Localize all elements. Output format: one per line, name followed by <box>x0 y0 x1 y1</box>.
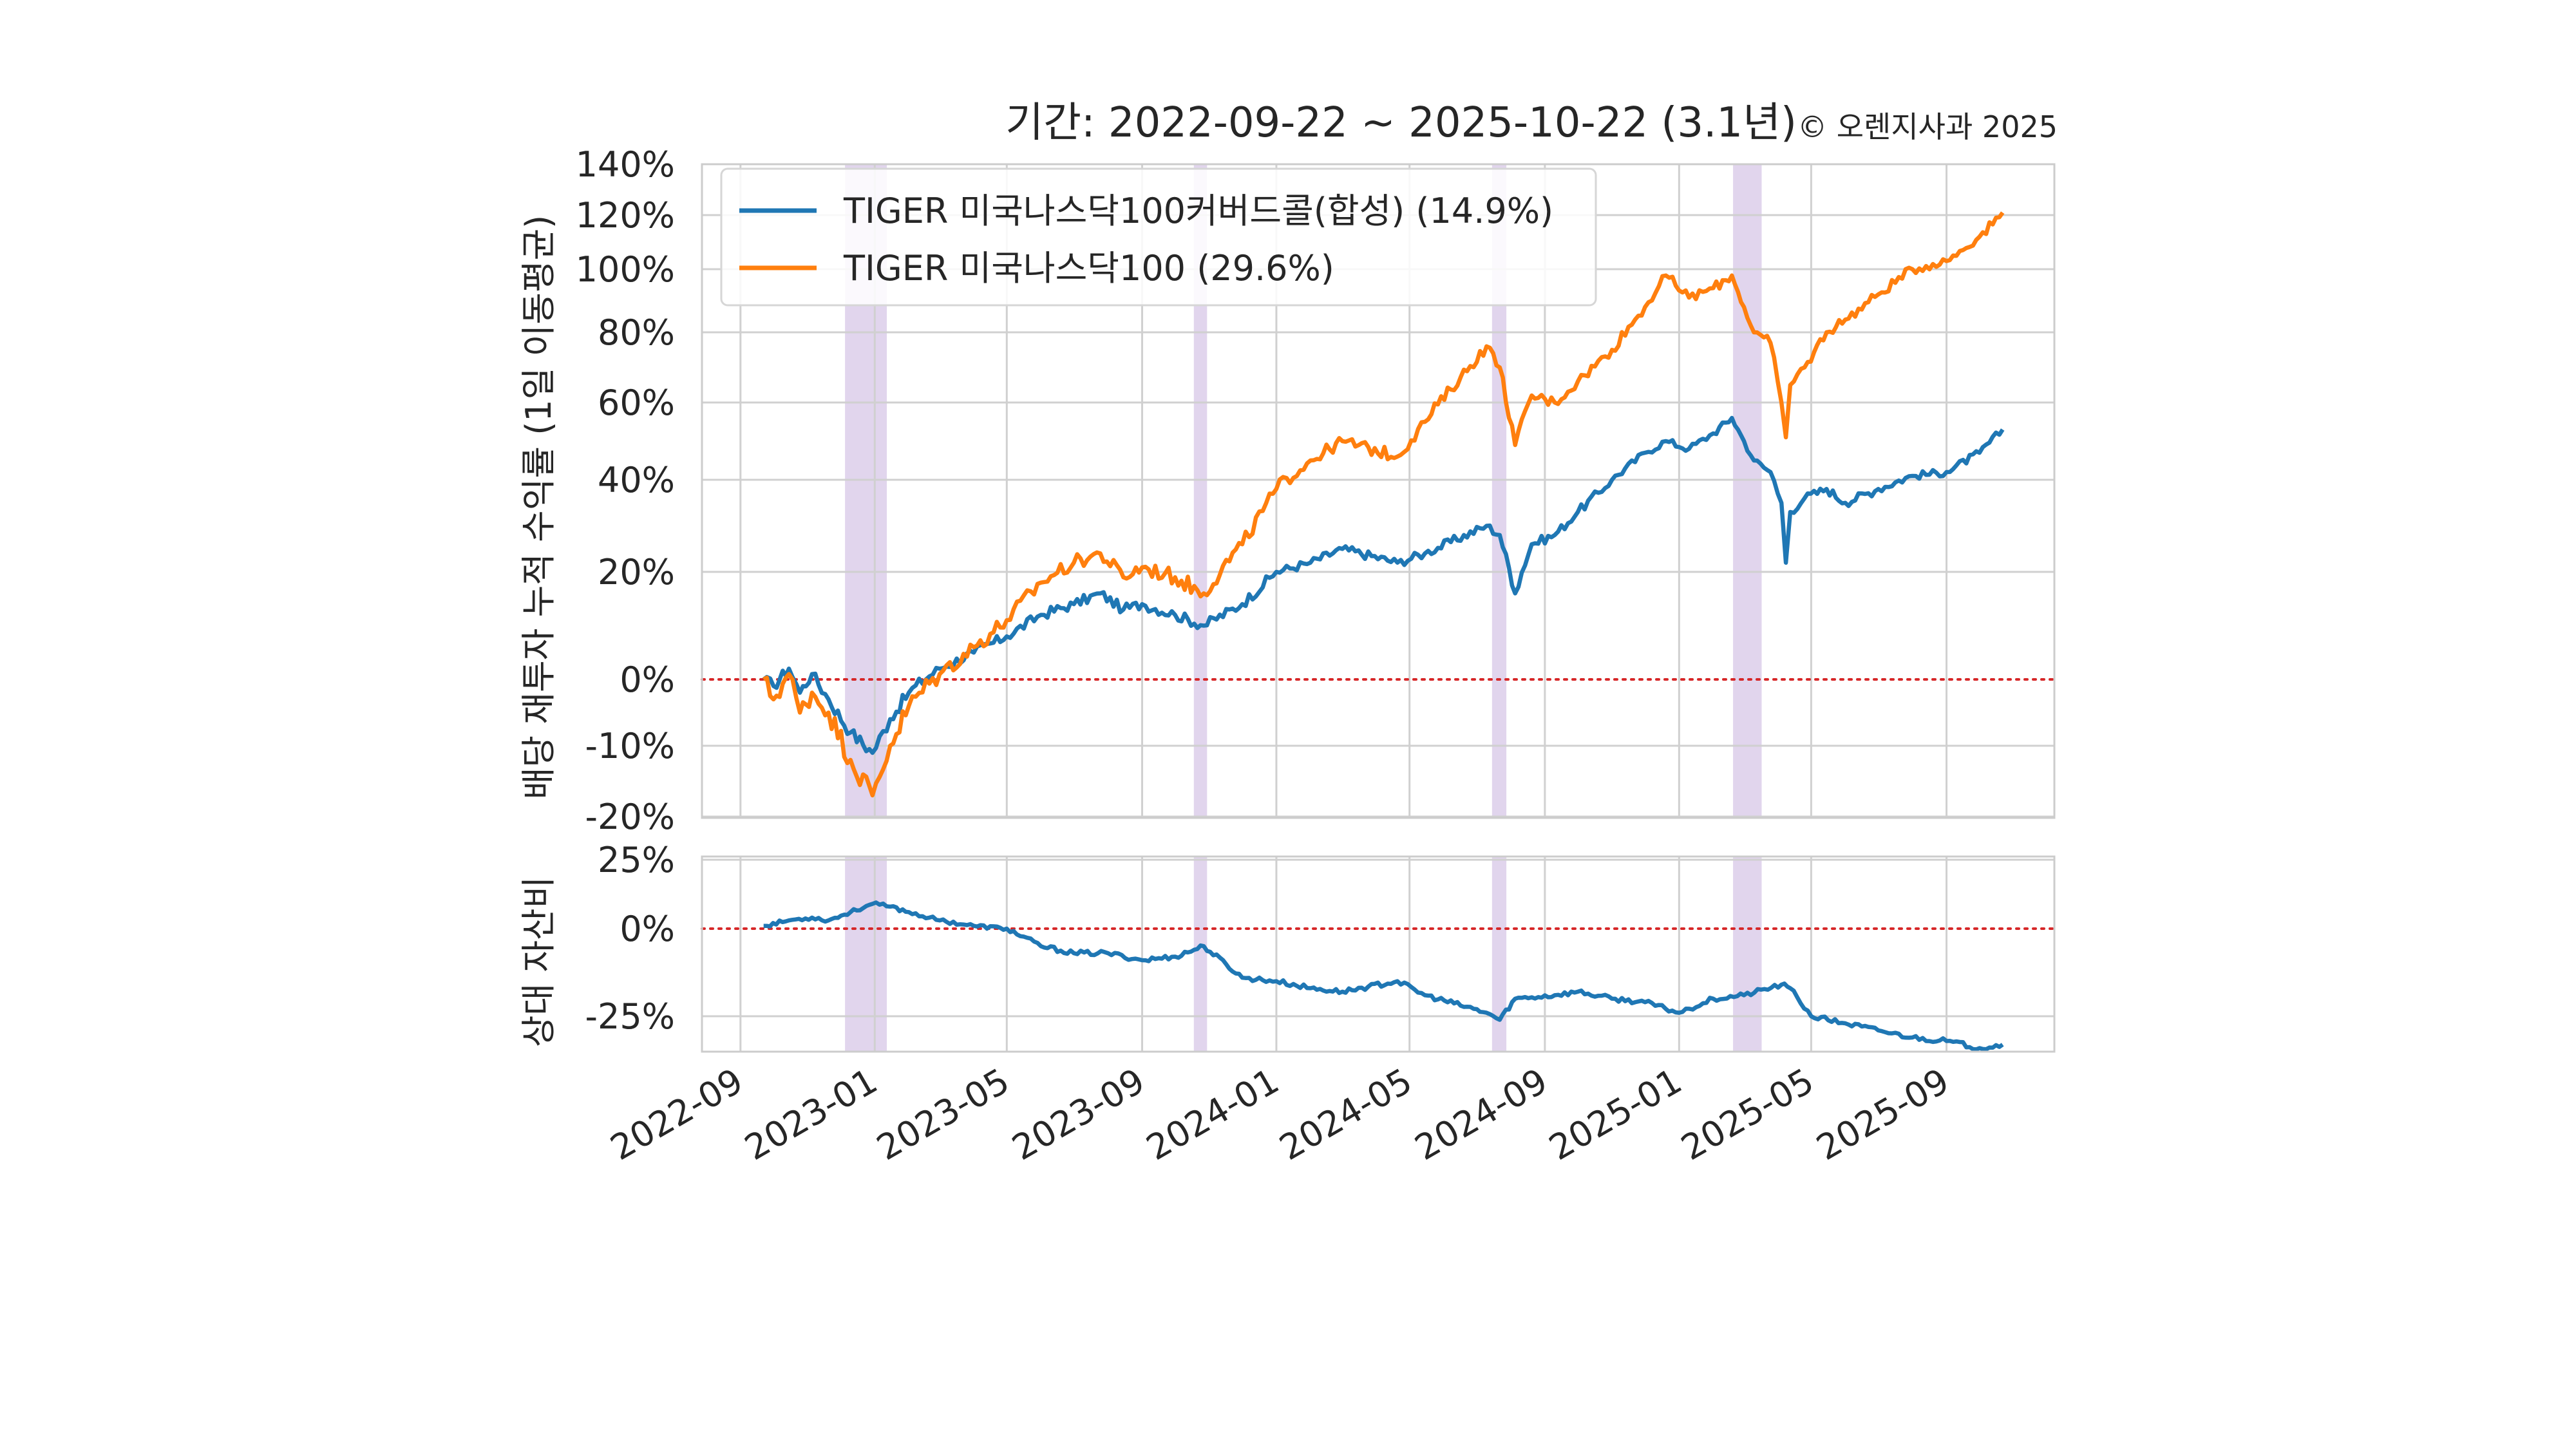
bottom-y-tick-label: -25% <box>585 996 675 1037</box>
shaded-period-bottom-0 <box>845 857 887 1052</box>
shaded-period-top-2 <box>1492 164 1507 818</box>
shaded-period-bottom-2 <box>1492 857 1507 1052</box>
chart-title: 기간: 2022-09-22 ~ 2025-10-22 (3.1년) <box>1005 99 1797 147</box>
top-y-tick-label: 120% <box>576 195 675 236</box>
shaded-period-bottom-3 <box>1733 857 1762 1052</box>
shaded-period-top-3 <box>1733 164 1762 818</box>
shaded-period-bottom-1 <box>1193 857 1208 1052</box>
top-y-tick-label: -20% <box>585 797 675 837</box>
bottom-y-tick-label: 0% <box>620 909 675 949</box>
top-y-tick-label: 60% <box>598 383 675 423</box>
top-y-tick-label: 100% <box>576 249 675 290</box>
top-y-tick-label: -10% <box>585 726 675 766</box>
bottom-panel: 25% 0% -25% 상대 자산비 <box>518 840 2056 1053</box>
bottom-plot-frame <box>701 855 2056 1053</box>
legend-box <box>720 167 1597 307</box>
top-y-axis-label: 배당 재투자 누적 수익률 (1일 이동평균) <box>518 215 559 800</box>
top-y-tick-label: 40% <box>598 460 675 500</box>
top-y-tick-label: 80% <box>598 312 675 353</box>
legend-label-nasdaq100: TIGER 미국나스닥100 (29.6%) <box>843 248 1334 289</box>
chart-credit: © 오렌지사과 2025 <box>1797 109 2058 144</box>
top-y-tick-label: 20% <box>598 552 675 592</box>
series-line-relative-ratio <box>763 900 2004 1052</box>
bottom-y-tick-label: 25% <box>598 840 675 880</box>
series-line-nasdaq100 <box>762 211 2005 798</box>
shaded-period-top-1 <box>1193 164 1208 818</box>
top-y-tick-label: 0% <box>620 659 675 700</box>
bottom-y-axis-label: 상대 자산비 <box>518 876 559 1048</box>
legend-label-covered-call: TIGER 미국나스닥100커버드콜(합성) (14.9%) <box>843 191 1553 231</box>
legend: TIGER 미국나스닥100커버드콜(합성) (14.9%) TIGER 미국나… <box>720 167 1597 307</box>
top-y-tick-label: 140% <box>576 144 675 185</box>
top-plot-frame <box>701 163 2056 819</box>
